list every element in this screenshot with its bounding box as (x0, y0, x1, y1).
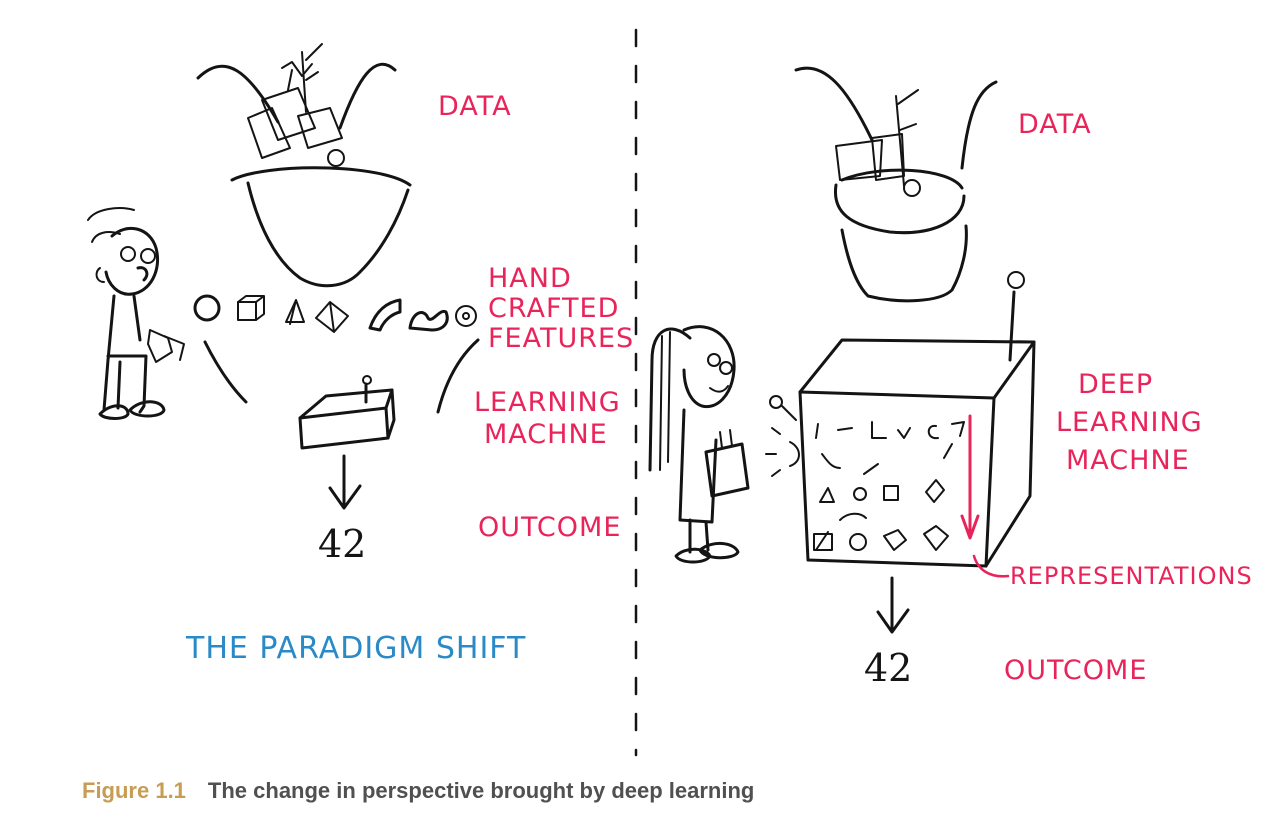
right-data-label: DATA (1018, 109, 1092, 140)
representations-arrow (960, 414, 1010, 578)
figure-number: Figure 1.1 (82, 778, 186, 803)
learning-machine-box (298, 375, 396, 450)
figure-caption-text: The change in perspective brought by dee… (207, 778, 755, 803)
left-features-label-line2: CRAFTED (488, 293, 620, 324)
left-outcome-arrow (328, 454, 362, 510)
left-scientist-figure (87, 207, 185, 420)
right-student-figure (648, 325, 750, 564)
handcrafted-feature-shapes (193, 294, 477, 333)
right-funnel (794, 66, 998, 303)
right-outcome-label: OUTCOME (1004, 655, 1148, 686)
left-machine-label-line1: LEARNING (474, 387, 621, 418)
left-data-label: DATA (438, 91, 512, 122)
right-outcome-arrow (876, 576, 910, 634)
right-machine-label-line2: LEARNING (1056, 407, 1203, 438)
left-features-label-line3: FEATURES (488, 323, 635, 354)
representations-label: REPRESENTATIONS (1010, 562, 1253, 590)
figure-caption: Figure 1.1 The change in perspective brou… (82, 778, 754, 804)
left-outcome-value: 42 (318, 522, 367, 566)
left-outcome-label: OUTCOME (478, 512, 622, 543)
right-data-items (835, 89, 921, 197)
left-machine-arcs (203, 338, 480, 414)
right-machine-label-line3: MACHNE (1066, 445, 1190, 476)
right-outcome-value: 42 (864, 646, 913, 690)
left-data-items (247, 43, 345, 167)
right-machine-label-line1: DEEP (1078, 369, 1154, 400)
deep-learning-machine-box (765, 271, 1036, 568)
left-features-label-line1: HAND (488, 263, 572, 294)
paradigm-shift-title: THE PARADIGM SHIFT (186, 631, 527, 666)
left-machine-label-line2: MACHNE (484, 419, 608, 450)
deep-machine-representations (813, 421, 965, 551)
left-funnel (196, 62, 412, 288)
